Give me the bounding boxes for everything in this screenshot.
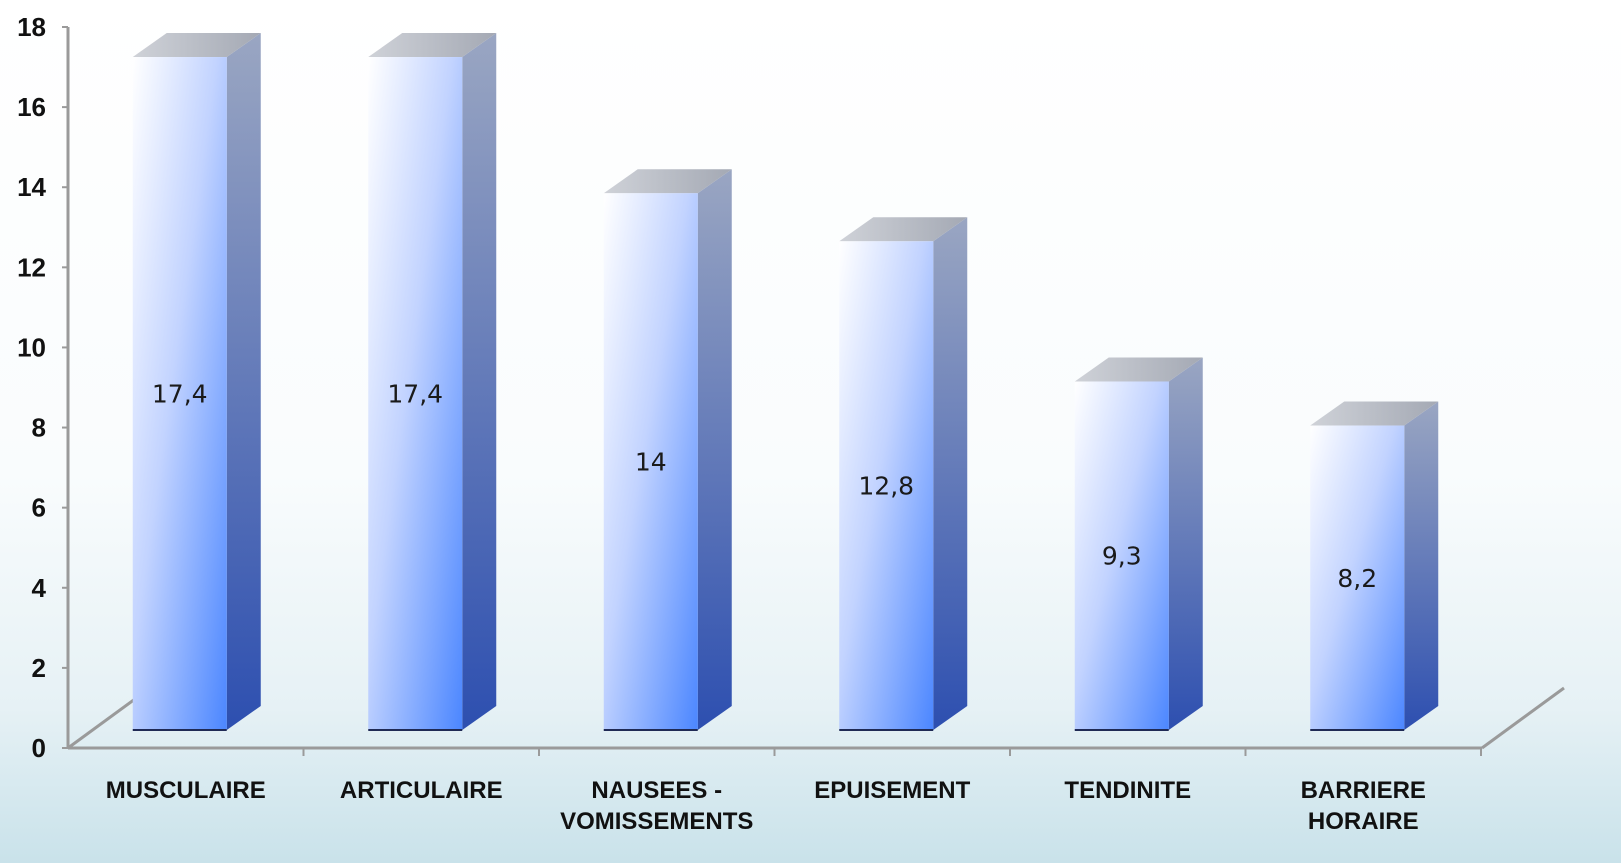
- labels: 0 2 4 6 8 10 12 14 16 18 17,4 MUSCULAIRE 17,4 ARTICUL…: [17, 12, 1426, 835]
- bar-front: [603, 193, 698, 730]
- bar: [603, 169, 732, 731]
- y-tick-label: 18: [17, 12, 46, 42]
- y-tick-label: 14: [17, 172, 46, 202]
- y-tick-label: 4: [32, 573, 47, 603]
- bar: [132, 33, 261, 731]
- y-tick-label: 8: [32, 413, 46, 443]
- bar-top: [603, 169, 732, 194]
- bar: [839, 217, 968, 731]
- bar: [368, 33, 497, 731]
- bar-side: [462, 33, 497, 731]
- bar-top: [1310, 401, 1439, 426]
- bar-front: [368, 57, 463, 731]
- y-tick-label: 16: [17, 92, 46, 122]
- data-label: 12,8: [858, 472, 914, 501]
- x-tick-label: TENDINITE: [1064, 777, 1191, 804]
- data-label: 8,2: [1337, 564, 1377, 593]
- data-label: 17,4: [387, 380, 443, 409]
- bar-side: [697, 169, 732, 730]
- axes: [62, 26, 1565, 756]
- bar-front: [132, 57, 227, 731]
- bar-side: [1168, 357, 1203, 730]
- x-tick-label: NAUSEES -: [591, 777, 722, 804]
- data-label: 17,4: [152, 380, 208, 409]
- bar-side: [1404, 401, 1439, 730]
- bar-side: [226, 33, 261, 731]
- bar-front: [1310, 425, 1405, 730]
- bar-side: [933, 217, 968, 731]
- y-tick-label: 0: [32, 733, 46, 763]
- bar-top: [839, 217, 968, 242]
- data-label: 14: [635, 448, 667, 477]
- bar-top: [1074, 357, 1203, 382]
- x-tick-label: BARRIERE: [1301, 777, 1426, 804]
- y-tick-label: 12: [17, 252, 46, 282]
- y-tick-label: 6: [32, 493, 46, 523]
- x-tick-label: EPUISEMENT: [814, 777, 970, 804]
- y-tick-label: 2: [32, 653, 46, 683]
- y-tick-label: 10: [17, 332, 46, 362]
- x-tick-label: VOMISSEMENTS: [560, 808, 753, 835]
- bar-front: [1074, 381, 1169, 730]
- x-tick-label: HORAIRE: [1308, 808, 1419, 835]
- bar: [1074, 357, 1203, 731]
- bars: [132, 33, 1439, 731]
- data-label: 9,3: [1102, 542, 1142, 571]
- floor-edge-right: [1481, 686, 1565, 750]
- bar-top: [132, 33, 261, 58]
- bar-front: [839, 241, 934, 731]
- bar-top: [368, 33, 497, 58]
- x-tick-label: MUSCULAIRE: [106, 777, 266, 804]
- bar: [1310, 401, 1439, 731]
- x-tick-label: ARTICULAIRE: [340, 777, 503, 804]
